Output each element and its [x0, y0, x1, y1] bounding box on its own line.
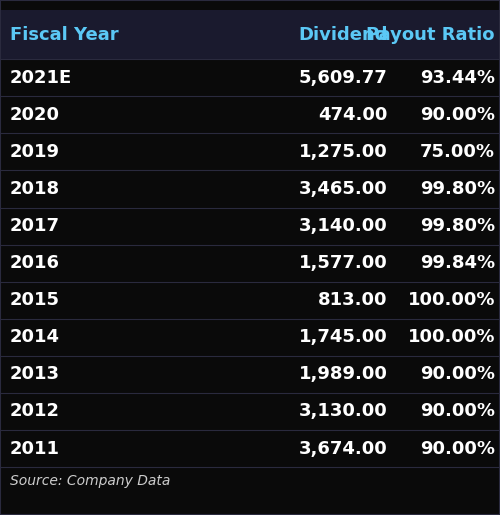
Text: 3,674.00: 3,674.00	[299, 440, 388, 457]
Text: 90.00%: 90.00%	[420, 106, 495, 124]
Text: 2014: 2014	[10, 329, 60, 346]
Text: 1,745.00: 1,745.00	[299, 329, 388, 346]
Bar	[0, 10, 500, 59]
Text: 3,130.00: 3,130.00	[299, 403, 388, 420]
Text: 2012: 2012	[10, 403, 60, 420]
Text: 1,989.00: 1,989.00	[298, 366, 388, 383]
Text: 99.80%: 99.80%	[420, 180, 495, 198]
Text: 90.00%: 90.00%	[420, 403, 495, 420]
Text: 1,275.00: 1,275.00	[299, 143, 388, 161]
Text: 3,465.00: 3,465.00	[299, 180, 388, 198]
Text: 2015: 2015	[10, 291, 60, 309]
Text: 3,140.00: 3,140.00	[299, 217, 388, 235]
Text: 2016: 2016	[10, 254, 60, 272]
Text: 1,577.00: 1,577.00	[299, 254, 388, 272]
Text: 99.80%: 99.80%	[420, 217, 495, 235]
Text: 5,609.77: 5,609.77	[299, 69, 388, 87]
Text: 75.00%: 75.00%	[420, 143, 495, 161]
Text: 100.00%: 100.00%	[408, 329, 495, 346]
Text: 813.00: 813.00	[318, 291, 388, 309]
Text: Source: Company Data: Source: Company Data	[10, 474, 170, 488]
Text: 2019: 2019	[10, 143, 60, 161]
Text: Fiscal Year: Fiscal Year	[10, 26, 118, 44]
Text: 90.00%: 90.00%	[420, 440, 495, 457]
Text: 2011: 2011	[10, 440, 60, 457]
Text: 2013: 2013	[10, 366, 60, 383]
Text: 100.00%: 100.00%	[408, 291, 495, 309]
Text: 2017: 2017	[10, 217, 60, 235]
Text: Payout Ratio: Payout Ratio	[366, 26, 495, 44]
Text: 2021E: 2021E	[10, 69, 72, 87]
Text: 2020: 2020	[10, 106, 60, 124]
Text: Dividend: Dividend	[298, 26, 388, 44]
Text: 90.00%: 90.00%	[420, 366, 495, 383]
Text: 474.00: 474.00	[318, 106, 388, 124]
Text: 2018: 2018	[10, 180, 60, 198]
Text: 93.44%: 93.44%	[420, 69, 495, 87]
Text: 99.84%: 99.84%	[420, 254, 495, 272]
